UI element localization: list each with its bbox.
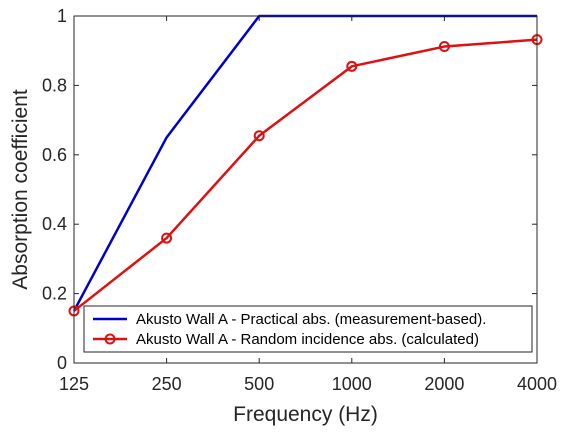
y-tick-label: 1 bbox=[57, 6, 67, 26]
legend: Akusto Wall A - Practical abs. (measurem… bbox=[83, 305, 533, 353]
legend-box bbox=[83, 305, 533, 353]
series-point-1 bbox=[438, 41, 450, 53]
x-axis-label: Frequency (Hz) bbox=[233, 403, 378, 426]
x-tick-label: 2000 bbox=[424, 374, 464, 394]
series-layer bbox=[68, 14, 543, 317]
x-tick-label: 1000 bbox=[332, 374, 372, 394]
y-tick-label: 0.6 bbox=[42, 145, 67, 165]
series-point-1 bbox=[253, 130, 265, 142]
series-line-0 bbox=[72, 14, 537, 312]
series-point-1 bbox=[346, 60, 358, 72]
y-tick-label: 0 bbox=[57, 353, 67, 373]
x-tick-label: 125 bbox=[59, 374, 89, 394]
y-tick-label: 0.4 bbox=[42, 214, 67, 234]
x-tick-label: 4000 bbox=[517, 374, 557, 394]
x-tick-label: 250 bbox=[152, 374, 182, 394]
plot-frame bbox=[73, 15, 538, 364]
series-line-1 bbox=[73, 38, 538, 312]
series-point-1 bbox=[161, 232, 173, 244]
legend-marker-1 bbox=[104, 333, 116, 345]
y-tick-label: 0.8 bbox=[42, 75, 67, 95]
y-tick-label: 0.2 bbox=[42, 284, 67, 304]
y-axis-label: Absorption coefficient bbox=[9, 89, 32, 290]
ticks-layer: 0 0.2 0.4 0.6 0.8 1 125 250 500 1000 2000 4000 bbox=[42, 6, 557, 394]
x-tick-label: 500 bbox=[244, 374, 274, 394]
legend-entry-0: Akusto Wall A - Practical abs. (measurem… bbox=[136, 311, 486, 328]
legend-entry-1: Akusto Wall A - Random incidence abs. (c… bbox=[136, 331, 479, 348]
